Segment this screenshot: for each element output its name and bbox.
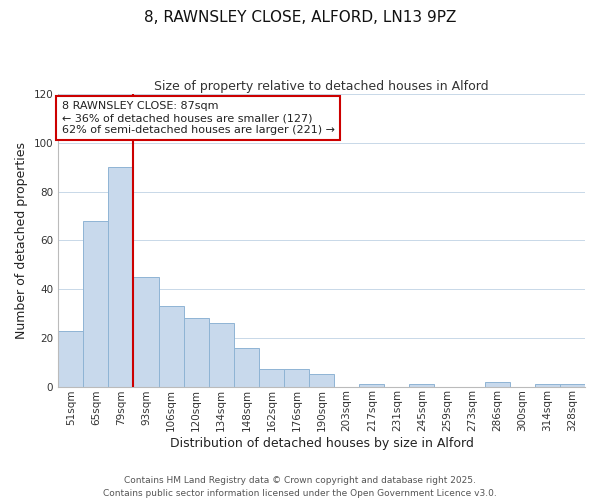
Title: Size of property relative to detached houses in Alford: Size of property relative to detached ho… bbox=[154, 80, 489, 93]
Bar bbox=[158, 306, 184, 386]
Bar bbox=[259, 370, 284, 386]
Bar bbox=[309, 374, 334, 386]
Bar bbox=[485, 382, 510, 386]
Bar bbox=[284, 370, 309, 386]
X-axis label: Distribution of detached houses by size in Alford: Distribution of detached houses by size … bbox=[170, 437, 473, 450]
Bar bbox=[109, 168, 133, 386]
Bar bbox=[209, 323, 234, 386]
Y-axis label: Number of detached properties: Number of detached properties bbox=[15, 142, 28, 339]
Bar bbox=[409, 384, 434, 386]
Bar bbox=[133, 277, 158, 386]
Bar bbox=[184, 318, 209, 386]
Bar bbox=[234, 348, 259, 387]
Bar bbox=[560, 384, 585, 386]
Text: Contains HM Land Registry data © Crown copyright and database right 2025.
Contai: Contains HM Land Registry data © Crown c… bbox=[103, 476, 497, 498]
Bar bbox=[58, 330, 83, 386]
Text: 8 RAWNSLEY CLOSE: 87sqm
← 36% of detached houses are smaller (127)
62% of semi-d: 8 RAWNSLEY CLOSE: 87sqm ← 36% of detache… bbox=[62, 102, 335, 134]
Text: 8, RAWNSLEY CLOSE, ALFORD, LN13 9PZ: 8, RAWNSLEY CLOSE, ALFORD, LN13 9PZ bbox=[144, 10, 456, 25]
Bar bbox=[83, 221, 109, 386]
Bar bbox=[535, 384, 560, 386]
Bar bbox=[359, 384, 385, 386]
